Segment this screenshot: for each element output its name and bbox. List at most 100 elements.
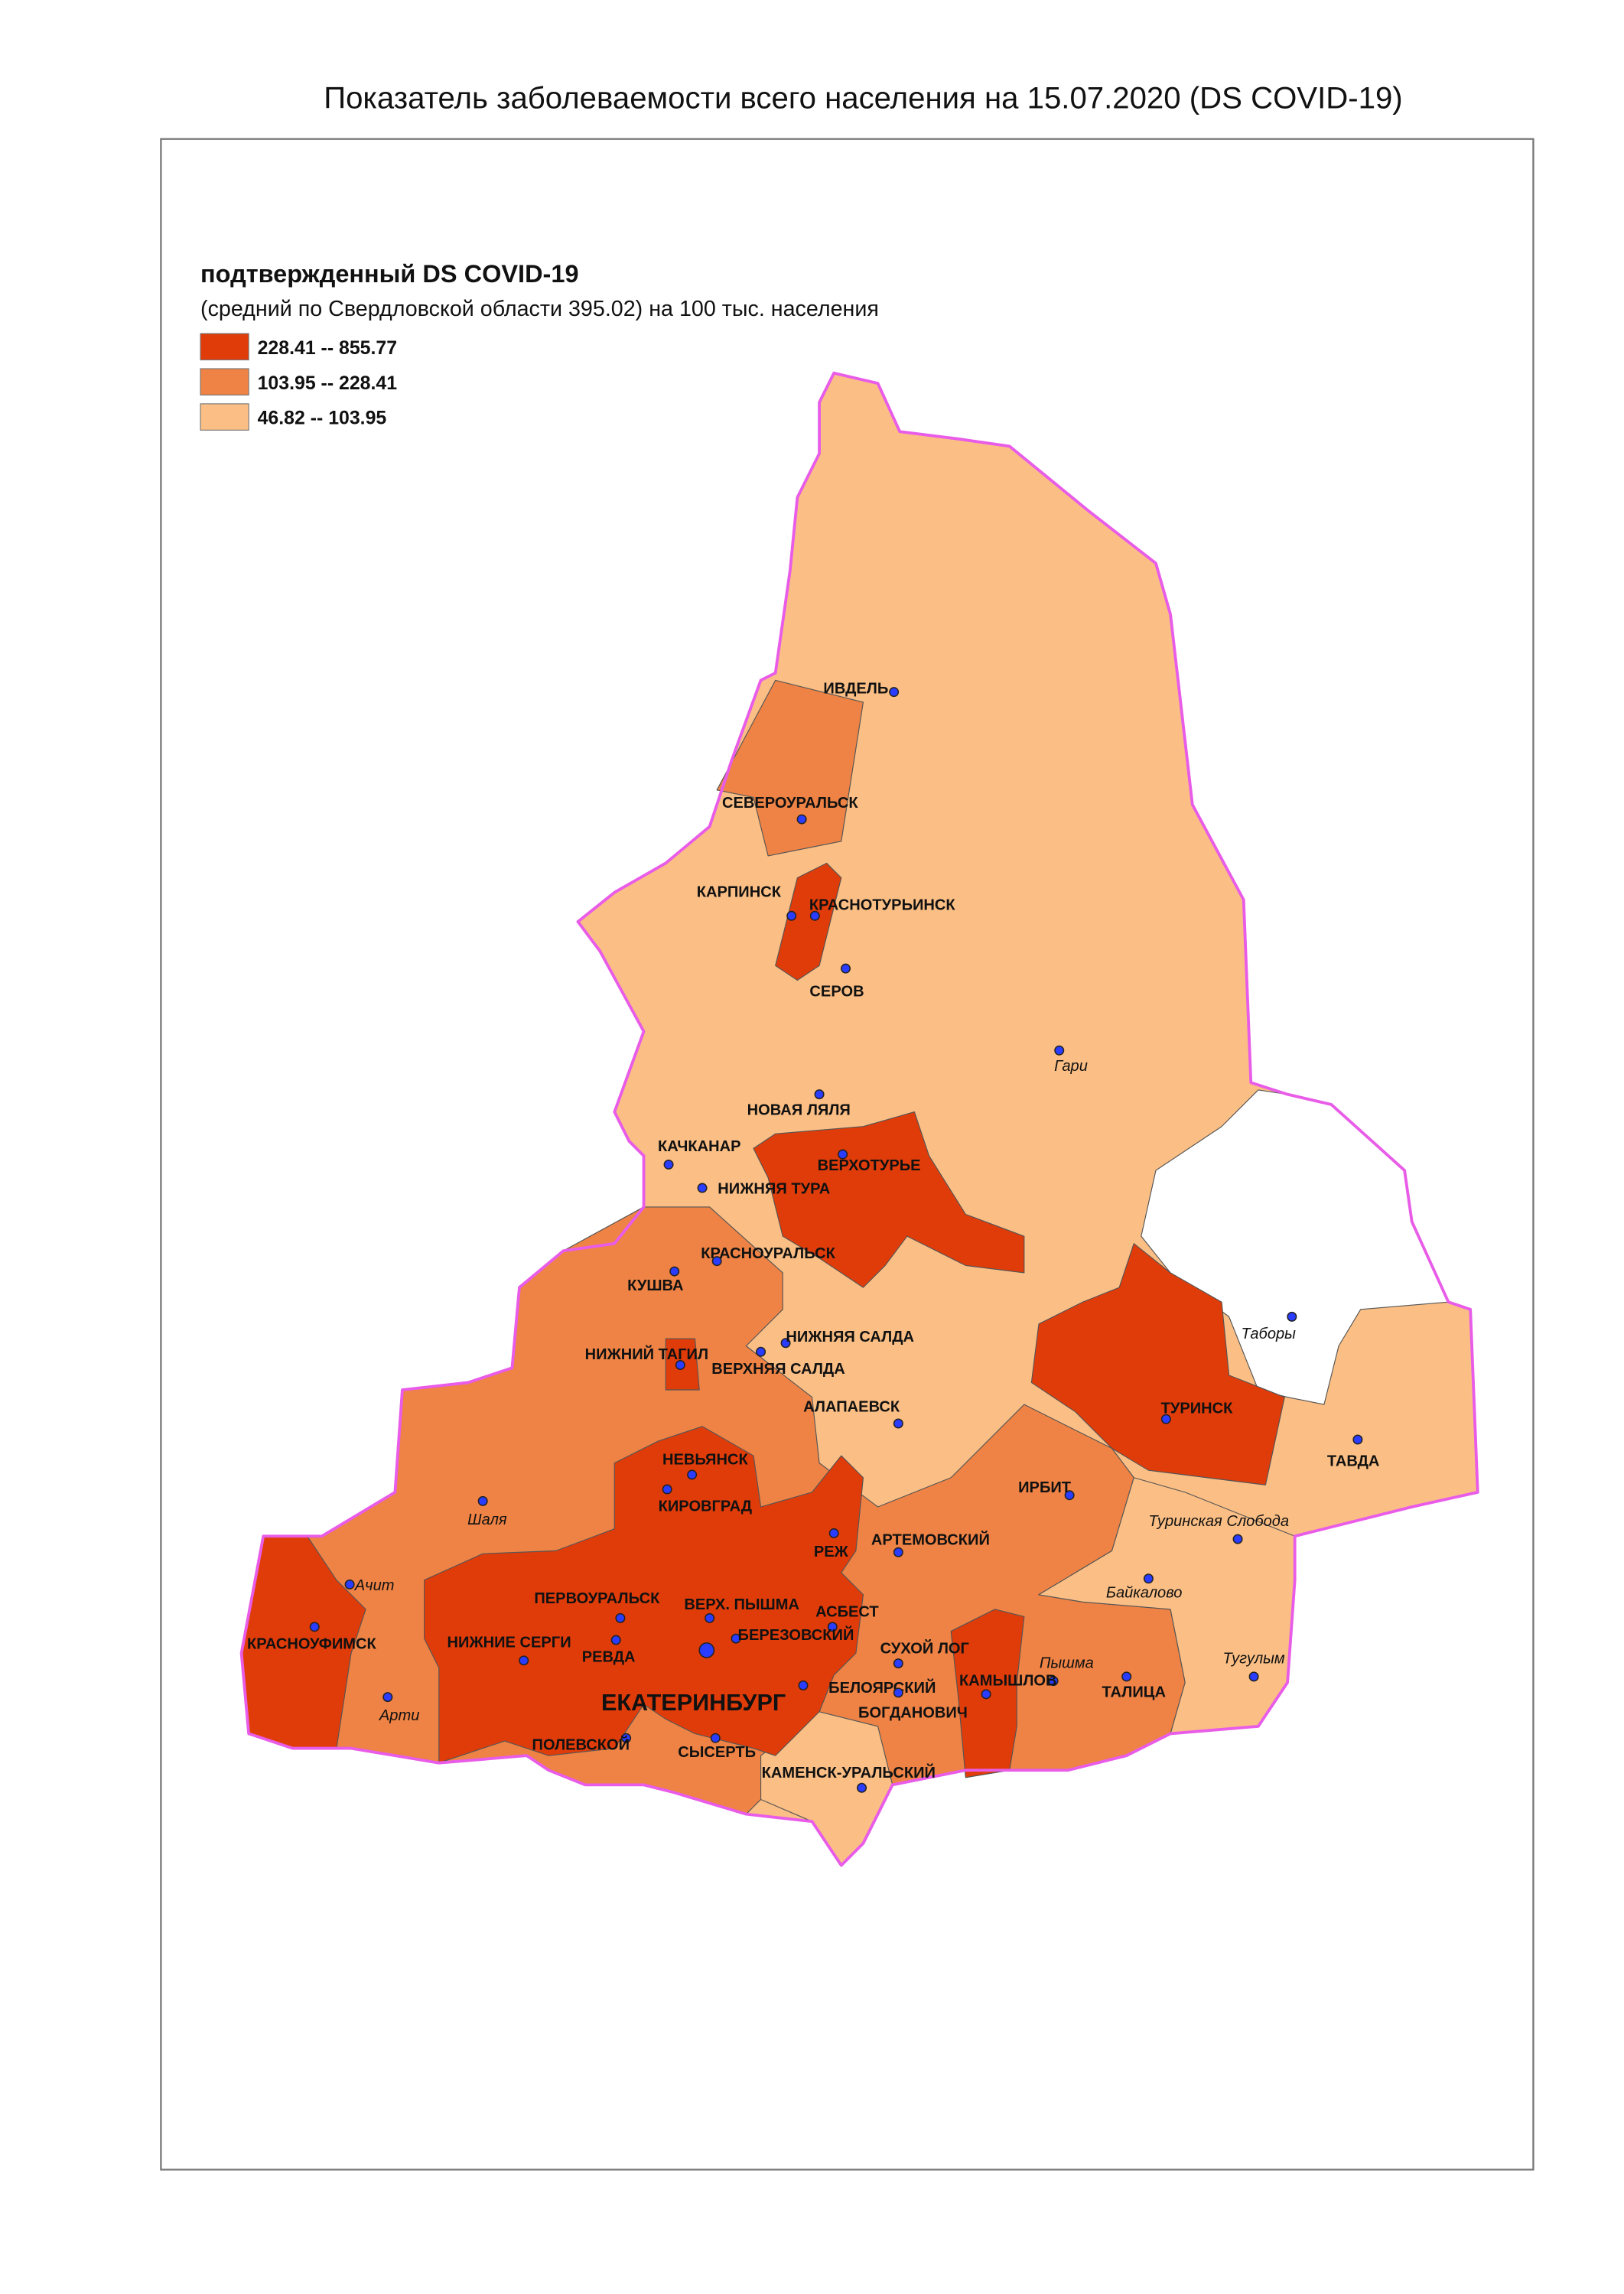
place-dot	[705, 1612, 715, 1623]
place-label: ТАЛИЦА	[1102, 1684, 1166, 1701]
place-label: КРАСНОТУРЬИНСК	[809, 897, 956, 914]
place-dot	[838, 1149, 848, 1160]
place-label: ТУРИНСК	[1161, 1401, 1234, 1417]
region	[1030, 1243, 1285, 1485]
place-label: КРАСНОУРАЛЬСК	[701, 1245, 835, 1262]
legend-label: 103.95 -- 228.41	[258, 373, 398, 394]
place-label: СУХОЙ ЛОГ	[880, 1638, 969, 1657]
place-dot	[669, 1266, 680, 1277]
regions	[239, 371, 1479, 1867]
place-label: ИРБИТ	[1018, 1479, 1072, 1496]
place-label: РЕВДА	[582, 1649, 636, 1666]
place-dot	[519, 1655, 529, 1666]
place-dot	[840, 963, 851, 974]
place-label: Арти	[379, 1707, 419, 1724]
place-label: РЕЖ	[814, 1544, 849, 1560]
place-label: НИЖНИЙ ТАГИЛ	[585, 1345, 708, 1363]
place-dot	[1048, 1676, 1059, 1687]
legend-swatch	[200, 333, 249, 361]
place-label: БЕРЕЗОВСКИЙ	[738, 1625, 854, 1644]
place-label: АСБЕСТ	[815, 1603, 879, 1620]
place-dot	[1160, 1414, 1171, 1424]
place-label: Ачит	[354, 1577, 395, 1594]
place-dot	[893, 1658, 903, 1669]
place-dot	[731, 1633, 741, 1644]
place-dot	[675, 1359, 685, 1370]
place-dot	[610, 1635, 621, 1645]
place-label: ВЕРХОТУРЬЕ	[818, 1157, 921, 1174]
place-dot	[1064, 1490, 1075, 1501]
region	[753, 1111, 1025, 1288]
place-label: КРАСНОУФИМСК	[247, 1636, 377, 1653]
place-label: КУШВА	[627, 1277, 683, 1294]
place-label: НИЖНЯЯ ТУРА	[718, 1181, 830, 1198]
place-label: Пышма	[1040, 1655, 1094, 1671]
place-dot	[1232, 1534, 1243, 1544]
place-dot	[1287, 1311, 1297, 1322]
place-label: НЕВЬЯНСК	[662, 1452, 748, 1469]
legend-swatch	[200, 368, 249, 395]
place-label: КАМЕНСК-УРАЛЬСКИЙ	[762, 1763, 936, 1782]
frame	[160, 138, 1535, 2171]
place-dot	[889, 687, 900, 698]
place-label: Шаля	[467, 1511, 507, 1528]
region	[716, 679, 864, 857]
place-dot	[1143, 1573, 1154, 1584]
place-label: ВЕРХНЯЯ САЛДА	[711, 1361, 845, 1378]
region	[424, 1426, 864, 1764]
place-dot	[711, 1256, 722, 1267]
place-dot	[1121, 1671, 1132, 1682]
place-dot	[828, 1528, 839, 1538]
place-label: ТАВДА	[1327, 1453, 1380, 1469]
place-dot	[756, 1346, 766, 1357]
place-label: Байкалово	[1106, 1585, 1183, 1602]
place-dot	[344, 1579, 355, 1590]
place-dot	[981, 1689, 991, 1700]
place-dot	[710, 1733, 721, 1743]
place-label: Гари	[1054, 1058, 1088, 1075]
place-label: БЕЛОЯРСКИЙ	[828, 1678, 936, 1697]
place-label: БОГДАНОВИЧ	[858, 1704, 968, 1721]
place-dot	[697, 1183, 708, 1193]
place-dot	[827, 1622, 838, 1632]
map-title: Показатель заболеваемости всего населени…	[324, 81, 1402, 116]
place-dot	[663, 1159, 674, 1170]
place-label: СЕВЕРОУРАЛЬСК	[722, 795, 858, 812]
place-dot	[477, 1495, 488, 1506]
place-label: НОВАЯ ЛЯЛЯ	[747, 1101, 851, 1118]
place-label: АЛАПАЕВСК	[803, 1399, 900, 1416]
place-label: АРТЕМОВСКИЙ	[871, 1531, 990, 1549]
place-dot	[857, 1782, 867, 1793]
place-label: НИЖНЯЯ САЛДА	[786, 1329, 914, 1345]
place-label: Тугулым	[1222, 1651, 1284, 1668]
place-label: НИЖНИЕ СЕРГИ	[447, 1635, 571, 1651]
place-label: КАЧКАНАР	[658, 1138, 740, 1155]
legend-subtitle: (средний по Свердловской области 395.02)…	[200, 297, 879, 321]
place-label: СЕРОВ	[809, 984, 864, 1001]
place-dot	[1248, 1671, 1259, 1682]
region	[775, 862, 842, 981]
place-label: КАРПИНСК	[697, 883, 782, 900]
legend-title: подтвержденный DS COVID-19	[200, 260, 579, 288]
place-dot	[687, 1469, 698, 1480]
place-dot	[615, 1612, 626, 1623]
oblast-border	[239, 371, 1479, 1867]
place-dot	[893, 1547, 903, 1557]
place-label: ПЕРВОУРАЛЬСК	[534, 1590, 660, 1607]
place-dot	[662, 1484, 672, 1495]
legend-swatch	[200, 403, 249, 431]
place-dot	[1054, 1045, 1065, 1056]
place-dot	[382, 1692, 393, 1703]
legend-label: 228.41 -- 855.77	[258, 337, 397, 359]
place-label: СЫСЕРТЬ	[678, 1744, 756, 1761]
place-dot	[621, 1733, 632, 1743]
place-label: ЕКАТЕРИНБУРГ	[601, 1690, 786, 1716]
place-dot	[798, 1680, 809, 1690]
place-dot	[814, 1089, 825, 1100]
place-label: ПОЛЕВСКОЙ	[532, 1735, 630, 1753]
place-label: КАМЫШЛОВ	[959, 1672, 1057, 1689]
place-label: КИРОВГРАД	[659, 1498, 752, 1515]
place-dot	[1352, 1434, 1363, 1445]
